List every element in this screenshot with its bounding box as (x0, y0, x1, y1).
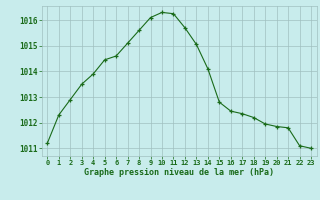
X-axis label: Graphe pression niveau de la mer (hPa): Graphe pression niveau de la mer (hPa) (84, 168, 274, 177)
